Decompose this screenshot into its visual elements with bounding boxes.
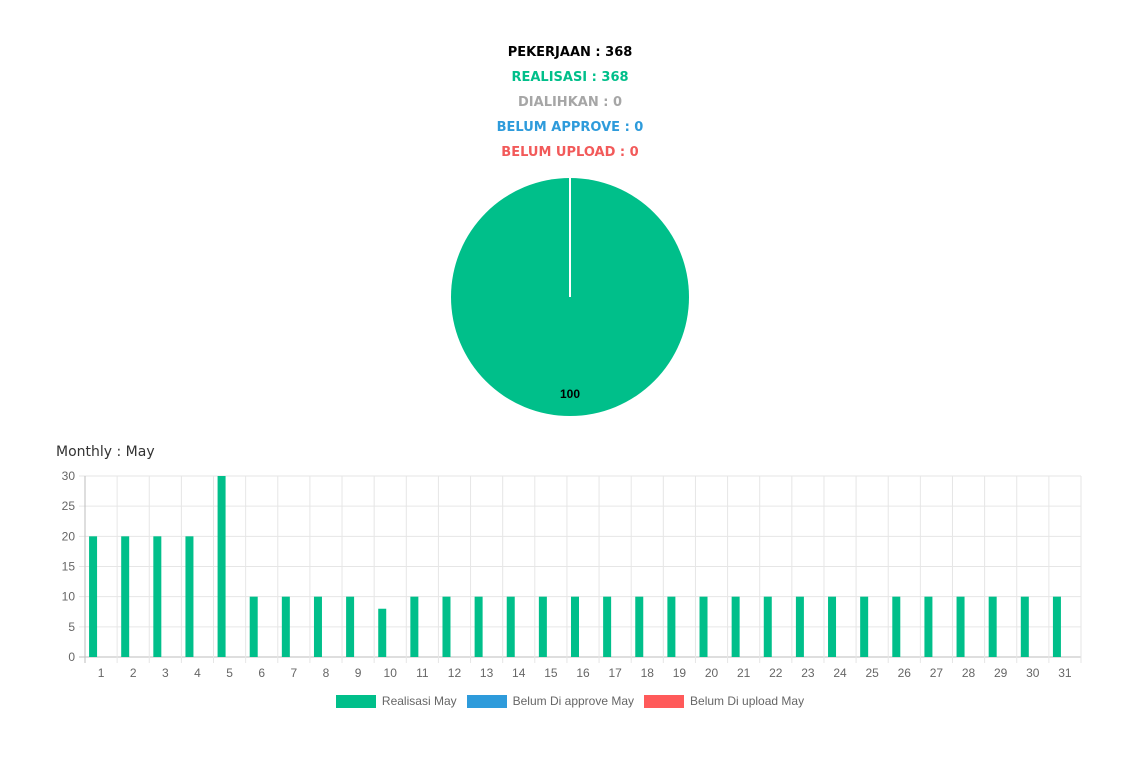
bar-realisasi-may-18[interactable] bbox=[635, 596, 644, 657]
x-tick-label: 17 bbox=[608, 666, 622, 680]
x-tick-label: 4 bbox=[194, 666, 201, 680]
stat-belum-upload: BELUM UPLOAD : 0 bbox=[501, 145, 639, 160]
x-tick-label: 19 bbox=[673, 666, 687, 680]
bar-realisasi-may-21[interactable] bbox=[731, 596, 740, 657]
bar-realisasi-may-31[interactable] bbox=[1052, 596, 1061, 657]
x-tick-label: 20 bbox=[705, 666, 719, 680]
bar-realisasi-may-2[interactable] bbox=[121, 536, 130, 657]
stat-belum-approve: BELUM APPROVE : 0 bbox=[496, 120, 644, 135]
bar-realisasi-may-5[interactable] bbox=[217, 476, 226, 657]
summary-stats: PEKERJAAN : 368 REALISASI : 368 DIALIHKA… bbox=[0, 42, 1140, 167]
x-tick-label: 25 bbox=[865, 666, 879, 680]
y-tick-label: 5 bbox=[68, 620, 75, 634]
x-tick-label: 16 bbox=[576, 666, 590, 680]
y-tick-label: 15 bbox=[62, 560, 76, 574]
bar-realisasi-may-8[interactable] bbox=[313, 596, 322, 657]
x-tick-label: 23 bbox=[801, 666, 815, 680]
bar-realisasi-may-15[interactable] bbox=[538, 596, 547, 657]
pie-chart[interactable]: 100 bbox=[445, 172, 695, 422]
legend-swatch bbox=[644, 694, 685, 708]
pie-data-label: 100 bbox=[560, 387, 580, 401]
x-tick-label: 9 bbox=[355, 666, 362, 680]
legend-label: Belum Di upload May bbox=[690, 694, 805, 708]
bar-realisasi-may-27[interactable] bbox=[924, 596, 933, 657]
x-tick-label: 10 bbox=[384, 666, 398, 680]
bar-realisasi-may-7[interactable] bbox=[281, 596, 290, 657]
bar-realisasi-may-4[interactable] bbox=[185, 536, 194, 657]
bar-realisasi-may-25[interactable] bbox=[860, 596, 869, 657]
bar-realisasi-may-19[interactable] bbox=[667, 596, 676, 657]
bar-realisasi-may-11[interactable] bbox=[410, 596, 419, 657]
bar-realisasi-may-22[interactable] bbox=[763, 596, 772, 657]
y-tick-label: 30 bbox=[62, 469, 76, 483]
bar-realisasi-may-24[interactable] bbox=[828, 596, 837, 657]
x-tick-label: 13 bbox=[480, 666, 494, 680]
bar-realisasi-may-29[interactable] bbox=[988, 596, 997, 657]
bar-realisasi-may-16[interactable] bbox=[571, 596, 579, 657]
legend-label: Belum Di approve May bbox=[512, 694, 635, 708]
bar-realisasi-may-3[interactable] bbox=[153, 536, 162, 657]
legend-item-1[interactable]: Belum Di approve May bbox=[466, 694, 635, 708]
bar-realisasi-may-17[interactable] bbox=[603, 596, 612, 657]
y-tick-label: 0 bbox=[68, 650, 75, 664]
x-tick-label: 1 bbox=[98, 666, 105, 680]
bar-realisasi-may-30[interactable] bbox=[1020, 596, 1029, 657]
bar-realisasi-may-6[interactable] bbox=[249, 596, 258, 657]
legend-swatch bbox=[466, 694, 507, 708]
x-tick-label: 3 bbox=[162, 666, 169, 680]
bar-realisasi-may-12[interactable] bbox=[442, 596, 451, 657]
x-tick-label: 7 bbox=[290, 666, 297, 680]
x-tick-label: 24 bbox=[833, 666, 847, 680]
x-tick-label: 15 bbox=[544, 666, 558, 680]
stat-pekerjaan: PEKERJAAN : 368 bbox=[507, 45, 633, 60]
bar-realisasi-may-28[interactable] bbox=[956, 596, 965, 657]
x-tick-label: 14 bbox=[512, 666, 526, 680]
x-tick-label: 30 bbox=[1026, 666, 1040, 680]
bar-realisasi-may-23[interactable] bbox=[795, 596, 804, 657]
x-tick-label: 22 bbox=[769, 666, 783, 680]
x-tick-label: 28 bbox=[962, 666, 976, 680]
monthly-title: Monthly : May bbox=[56, 444, 155, 460]
x-tick-label: 8 bbox=[323, 666, 330, 680]
x-tick-label: 12 bbox=[448, 666, 462, 680]
bar-realisasi-may-26[interactable] bbox=[892, 596, 901, 657]
legend-item-2[interactable]: Belum Di upload May bbox=[644, 694, 804, 708]
x-tick-label: 31 bbox=[1058, 666, 1072, 680]
x-tick-label: 5 bbox=[226, 666, 233, 680]
legend-item-0[interactable]: Realisasi May bbox=[335, 694, 457, 708]
chart-legend: Realisasi May Belum Di approve May Belum D… bbox=[0, 694, 1140, 708]
stat-realisasi: REALISASI : 368 bbox=[511, 70, 629, 85]
grid bbox=[79, 475, 1082, 663]
bar-realisasi-may-9[interactable] bbox=[346, 596, 355, 657]
bar-realisasi-may-13[interactable] bbox=[474, 596, 483, 657]
y-tick-label: 25 bbox=[62, 499, 76, 513]
y-tick-label: 20 bbox=[62, 529, 76, 543]
x-tick-label: 2 bbox=[130, 666, 137, 680]
x-tick-label: 11 bbox=[416, 666, 429, 680]
x-tick-label: 6 bbox=[258, 666, 265, 680]
legend-label: Realisasi May bbox=[381, 694, 457, 708]
stat-dialihkan: DIALIHKAN : 0 bbox=[518, 95, 622, 110]
x-tick-label: 27 bbox=[930, 666, 944, 680]
bar-realisasi-may-1[interactable] bbox=[89, 536, 98, 657]
bar-realisasi-may-10[interactable] bbox=[378, 608, 387, 657]
x-tick-label: 29 bbox=[994, 666, 1008, 680]
x-tick-label: 26 bbox=[898, 666, 912, 680]
x-tick-label: 21 bbox=[737, 666, 751, 680]
y-tick-label: 10 bbox=[62, 590, 76, 604]
bar-realisasi-may-14[interactable] bbox=[506, 596, 515, 657]
legend-swatch bbox=[335, 694, 376, 708]
x-tick-label: 18 bbox=[641, 666, 655, 680]
bar-realisasi-may-20[interactable] bbox=[699, 596, 708, 657]
